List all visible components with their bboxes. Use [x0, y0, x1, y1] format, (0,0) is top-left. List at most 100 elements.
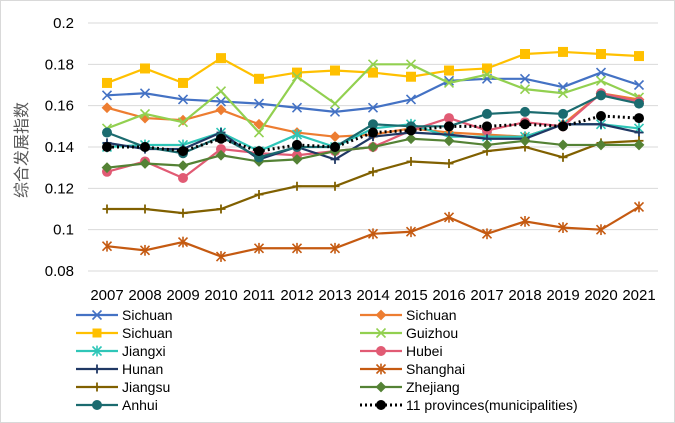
data-point: [367, 59, 379, 70]
data-point: [368, 167, 378, 177]
x-tick-label: 2021: [622, 287, 655, 304]
x-tick-label: 2011: [243, 287, 275, 304]
data-point: [253, 127, 265, 138]
data-point: [558, 108, 568, 119]
x-tick-label: 2020: [584, 287, 617, 304]
data-point: [92, 400, 102, 410]
data-point: [557, 139, 569, 151]
data-point: [405, 226, 417, 238]
data-point: [101, 90, 113, 101]
legend-item: Sichuan: [76, 325, 173, 341]
data-point: [443, 75, 455, 86]
x-axis-ticks: 2007 2008 2009 2010 2011 2012 2013 2014 2015 2016…: [90, 287, 655, 304]
data-point: [140, 142, 150, 152]
legend-item: Jiangxi: [76, 343, 166, 359]
data-point: [253, 98, 265, 109]
data-point: [481, 69, 493, 80]
data-point: [520, 49, 530, 59]
data-point: [139, 108, 151, 119]
data-point: [215, 251, 227, 262]
x-tick-label: 2007: [90, 287, 123, 304]
data-point: [443, 77, 455, 88]
series-2: [102, 46, 644, 88]
y-tick-label: 0.08: [45, 263, 74, 280]
legend-label: Hubei: [406, 343, 443, 359]
data-point: [329, 242, 341, 254]
data-point: [139, 158, 151, 169]
data-point: [91, 345, 103, 357]
data-point: [102, 77, 112, 88]
data-point: [330, 65, 340, 76]
data-point: [481, 228, 493, 240]
data-point: [291, 154, 303, 165]
data-point: [375, 327, 387, 339]
data-point: [595, 75, 607, 86]
data-point: [329, 98, 341, 109]
data-point: [254, 73, 264, 84]
series-0: [101, 67, 645, 117]
legend-item: Hunan: [76, 361, 163, 377]
data-point: [291, 71, 303, 82]
data-point: [519, 216, 531, 227]
data-point: [405, 59, 417, 70]
x-tick-label: 2019: [546, 287, 579, 304]
data-point: [596, 49, 606, 59]
legend-item: Zhejiang: [360, 379, 460, 395]
data-point: [140, 63, 150, 74]
data-point: [443, 135, 455, 147]
data-point: [291, 129, 303, 140]
data-point: [376, 400, 386, 410]
y-tick-label: 0.18: [45, 56, 74, 73]
legend-item: Anhui: [76, 397, 158, 413]
data-point: [102, 127, 112, 138]
data-point: [375, 363, 387, 375]
x-tick-label: 2017: [470, 287, 503, 304]
y-axis-ticks: 0.08 0.1 0.12 0.14 0.16 0.18 0.2: [45, 15, 74, 280]
x-tick-label: 2009: [166, 287, 199, 304]
legend-item: Jiangsu: [76, 379, 170, 395]
data-point: [177, 160, 189, 171]
data-point: [292, 67, 302, 78]
y-tick-label: 0.16: [45, 98, 74, 115]
x-tick-label: 2015: [394, 287, 427, 304]
legend-label: Zhejiang: [406, 379, 460, 395]
legend-item: Sichuan: [360, 307, 457, 323]
data-point: [482, 108, 492, 119]
legend-label: Shanghai: [406, 361, 465, 377]
data-point: [253, 118, 265, 130]
legend-item: Shanghai: [360, 361, 465, 377]
data-point: [633, 201, 645, 213]
x-tick-label: 2012: [280, 287, 313, 304]
data-point: [215, 96, 227, 107]
data-point: [482, 121, 492, 132]
data-point: [405, 133, 417, 145]
series-11: [102, 111, 644, 157]
data-point: [558, 121, 568, 132]
data-point: [444, 65, 454, 76]
y-tick-label: 0.14: [45, 139, 74, 156]
x-tick-label: 2013: [318, 287, 351, 304]
data-point: [330, 142, 340, 152]
data-point: [406, 71, 416, 82]
legend-label: Anhui: [122, 397, 158, 413]
data-point: [595, 139, 607, 151]
x-tick-label: 2014: [356, 287, 389, 304]
data-point: [329, 106, 341, 117]
data-point: [634, 51, 644, 62]
legend-label: Sichuan: [122, 307, 173, 323]
data-point: [375, 381, 387, 393]
legend-label: Sichuan: [406, 307, 457, 323]
data-point: [406, 156, 416, 166]
data-point: [140, 204, 150, 214]
data-point: [405, 94, 417, 105]
data-point: [178, 173, 188, 183]
x-tick-label: 2008: [128, 287, 161, 304]
data-point: [558, 152, 568, 162]
data-point: [292, 181, 302, 191]
data-point: [406, 125, 416, 136]
data-point: [177, 114, 189, 126]
data-point: [595, 67, 607, 78]
data-point: [633, 139, 645, 151]
data-point: [481, 139, 493, 151]
data-point: [376, 346, 386, 356]
